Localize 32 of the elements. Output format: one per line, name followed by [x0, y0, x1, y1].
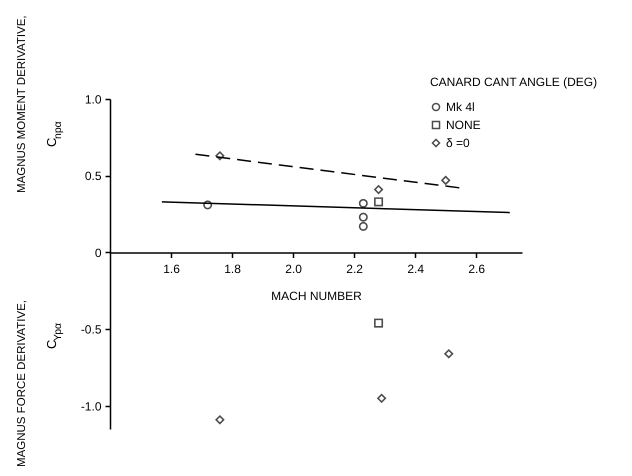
y-tick-label: 0	[94, 246, 102, 260]
x-tick-label: 2.2	[346, 262, 364, 276]
x-tick-label: 1.6	[163, 262, 180, 276]
point	[358, 222, 368, 231]
y-axis-title: MAGNUS MOMENT DERIVATIVE,	[16, 15, 28, 193]
point	[374, 185, 384, 194]
point	[215, 415, 224, 424]
y-tick-label: 0.5	[84, 169, 102, 184]
point	[358, 198, 368, 208]
legend-label: NONE	[446, 118, 481, 132]
legend-label: Mk 4l	[446, 100, 475, 114]
y-tick-label: 1.0	[84, 92, 102, 106]
legend-label: δ =0	[446, 136, 470, 150]
x-tick-label: 1.8	[224, 262, 242, 276]
x-tick-label: 2.4	[407, 262, 424, 276]
x-tick-label: 2.0	[285, 262, 302, 276]
point	[441, 176, 450, 185]
point	[358, 212, 368, 222]
legend-title: CANARD CANT ANGLE (DEG)	[430, 75, 598, 89]
point	[377, 394, 386, 403]
text: CYpα	[44, 322, 64, 349]
text: Cnpα	[44, 121, 64, 147]
point	[203, 200, 212, 210]
point	[374, 197, 384, 206]
point	[215, 151, 224, 160]
text: MAGNUS FORCE DERIVATIVE,	[16, 300, 28, 467]
x-tick-label: 2.6	[468, 262, 486, 276]
y-tick-label: -0.5	[80, 322, 102, 337]
point	[444, 349, 454, 358]
y-tick-label: -1.0	[80, 399, 102, 414]
point	[374, 318, 384, 328]
x-axis-title: MACH NUMBER	[271, 288, 362, 303]
